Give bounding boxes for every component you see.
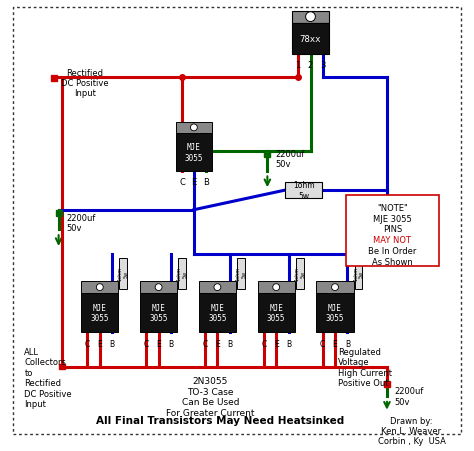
Text: C: C [179, 178, 185, 187]
Text: E: E [215, 339, 220, 348]
Text: MAY NOT: MAY NOT [374, 236, 411, 244]
Text: 2200uf
50v: 2200uf 50v [66, 213, 96, 233]
Bar [257, 281, 295, 293]
Bar [119, 258, 127, 290]
Text: 3: 3 [320, 60, 326, 69]
Text: C: C [202, 339, 208, 348]
Circle shape [306, 13, 315, 23]
Text: MJE
3055: MJE 3055 [91, 303, 109, 322]
Text: B: B [227, 339, 232, 348]
Text: Be In Order: Be In Order [368, 246, 417, 255]
Text: MJE
3055: MJE 3055 [326, 303, 344, 322]
Circle shape [96, 284, 103, 291]
Text: 1ohm
5w: 1ohm 5w [118, 267, 129, 281]
Bar [257, 293, 295, 332]
Text: B: B [168, 339, 173, 348]
Text: B: B [286, 339, 291, 348]
Text: MJE
3055: MJE 3055 [208, 303, 227, 322]
Text: B: B [203, 178, 209, 187]
Circle shape [155, 284, 162, 291]
Bar [316, 281, 354, 293]
Bar [51, 76, 57, 82]
Text: 1ohm
5w: 1ohm 5w [236, 267, 246, 281]
Text: E: E [98, 339, 102, 348]
Bar [199, 293, 236, 332]
Bar [264, 152, 270, 157]
Text: MJE
3055: MJE 3055 [267, 303, 285, 322]
Text: C: C [320, 339, 325, 348]
Text: 78xx: 78xx [300, 35, 321, 44]
Text: All Final Transistors May Need Heatsinked: All Final Transistors May Need Heatsinke… [96, 415, 345, 425]
Circle shape [273, 284, 280, 291]
Text: 2200uf
50v: 2200uf 50v [395, 387, 424, 406]
Bar [176, 122, 211, 134]
Text: E: E [156, 339, 161, 348]
Text: "NOTE": "NOTE" [377, 203, 408, 212]
Bar [81, 293, 118, 332]
Text: C: C [85, 339, 90, 348]
Bar [140, 293, 177, 332]
Bar [355, 258, 363, 290]
Text: As Shown: As Shown [372, 257, 413, 266]
Text: ALL
Collectors
to
Rectified
DC Positive
Input: ALL Collectors to Rectified DC Positive … [24, 347, 72, 408]
Text: 2200uf
50v: 2200uf 50v [275, 150, 305, 169]
Bar [176, 134, 211, 171]
Text: B: B [345, 339, 350, 348]
Bar [140, 281, 177, 293]
Text: 1ohm
5w: 1ohm 5w [177, 267, 188, 281]
Bar [292, 12, 329, 23]
Text: E: E [333, 339, 337, 348]
Bar [384, 382, 390, 387]
Bar [316, 293, 354, 332]
Text: Regulated
Voltage
High Current
Positive Out: Regulated Voltage High Current Positive … [338, 347, 392, 387]
Text: C: C [144, 339, 149, 348]
Bar [55, 210, 62, 216]
Bar [199, 281, 236, 293]
Bar [237, 258, 245, 290]
Text: E: E [274, 339, 279, 348]
Text: B: B [109, 339, 115, 348]
Bar [59, 364, 64, 370]
Text: MJE
3055: MJE 3055 [185, 143, 203, 162]
Text: C: C [261, 339, 266, 348]
Text: MJE 3055: MJE 3055 [373, 214, 412, 223]
Bar [296, 258, 304, 290]
Bar [346, 196, 439, 266]
Text: 1ohm
5w: 1ohm 5w [353, 267, 364, 281]
Text: E: E [191, 178, 197, 187]
Bar [292, 23, 329, 55]
Circle shape [191, 124, 197, 132]
Text: 1ohm
5w: 1ohm 5w [293, 181, 314, 200]
Text: 1: 1 [295, 60, 301, 69]
Text: PINS: PINS [383, 225, 402, 234]
Text: 2: 2 [308, 60, 313, 69]
Circle shape [214, 284, 221, 291]
Text: Rectified
DC Positive
Input: Rectified DC Positive Input [61, 69, 109, 98]
Bar [81, 281, 118, 293]
Text: 1ohm
5w: 1ohm 5w [294, 267, 305, 281]
Text: 2N3055
TO-3 Case
Can Be Used
For Greater Current: 2N3055 TO-3 Case Can Be Used For Greater… [166, 377, 255, 417]
Text: MJE
3055: MJE 3055 [149, 303, 168, 322]
Circle shape [332, 284, 338, 291]
Bar [178, 258, 186, 290]
Bar [285, 183, 322, 198]
Text: Drawn by:
Ken L. Weaver
Corbin , Ky  USA: Drawn by: Ken L. Weaver Corbin , Ky USA [377, 416, 446, 445]
